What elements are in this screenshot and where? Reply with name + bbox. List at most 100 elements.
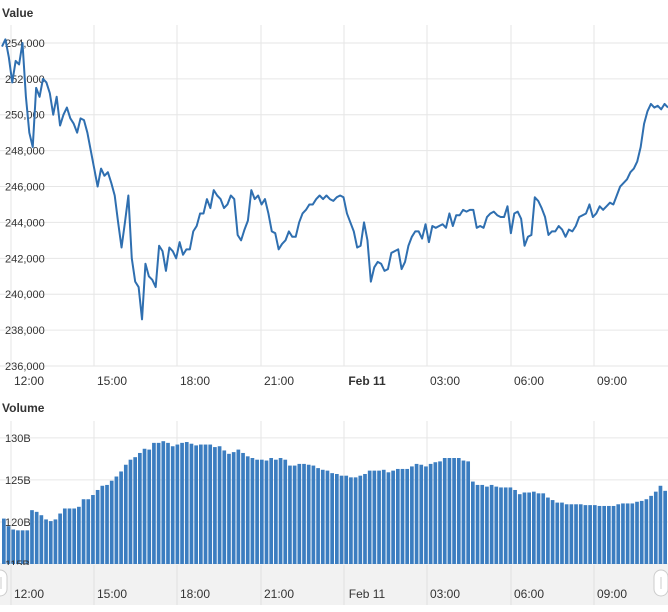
value-x-tick-label: 21:00 (264, 374, 294, 388)
volume-bar (611, 505, 616, 564)
volume-bar (546, 497, 550, 564)
volume-bar (297, 463, 302, 564)
volume-bar (377, 470, 381, 564)
volume-bar (231, 452, 236, 564)
volume-bar (349, 477, 353, 564)
volume-y-tick-label: 130B (5, 433, 31, 445)
volume-bar (461, 460, 466, 564)
value-y-tick-label: 242,000 (5, 253, 45, 265)
volume-bar (6, 526, 11, 564)
volume-bar (320, 469, 325, 564)
volume-bar (189, 443, 194, 564)
volume-bar (630, 503, 635, 564)
volume-bar (11, 529, 16, 564)
volume-bar (527, 492, 531, 564)
volume-bar (649, 495, 653, 564)
volume-bar (292, 465, 297, 564)
volume-bar (663, 490, 667, 564)
navigator-handle-left[interactable] (0, 569, 8, 597)
volume-y-tick-label: 120B (5, 517, 31, 529)
navigator-x-tick-label: 03:00 (430, 587, 460, 601)
value-x-axis: 12:00 15:00 18:00 21:00 Feb 11 03:00 06:00 09:0… (14, 374, 627, 388)
value-y-tick-label: 244,000 (5, 217, 45, 229)
volume-bar (419, 464, 424, 564)
volume-bar (513, 489, 517, 564)
value-y-tick-label: 246,000 (5, 182, 45, 194)
volume-bar (170, 446, 175, 564)
volume-bar (119, 471, 123, 564)
volume-bar (325, 470, 330, 564)
volume-bar (555, 502, 560, 564)
volume-bar (311, 465, 316, 564)
volume-bar (241, 452, 245, 564)
volume-bar (442, 458, 447, 564)
volume-bar (644, 499, 649, 564)
navigator-x-tick-label: 12:00 (14, 587, 44, 601)
volume-bar (105, 484, 109, 564)
volume-bar (95, 489, 100, 564)
volume-bar (269, 458, 274, 564)
volume-bar (198, 444, 203, 564)
volume-bar (386, 472, 391, 564)
volume-bar (302, 463, 306, 564)
volume-bar (114, 476, 119, 564)
volume-bar (335, 473, 339, 564)
value-y-tick-label: 248,000 (5, 146, 45, 158)
value-x-tick-label: 15:00 (97, 374, 127, 388)
volume-bar (208, 444, 213, 564)
volume-bar (574, 504, 578, 564)
volume-bar (499, 487, 503, 564)
navigator-handle-right[interactable] (653, 569, 668, 597)
volume-bar (213, 447, 217, 564)
volume-bar (569, 504, 574, 564)
volume-bar (133, 457, 138, 564)
value-x-tick-label: 18:00 (180, 374, 210, 388)
volume-bar (400, 468, 405, 564)
volume-bar (428, 463, 433, 564)
volume-bar (625, 503, 630, 564)
volume-bar (597, 505, 602, 564)
volume-bar (306, 464, 311, 564)
value-y-tick-label: 250,000 (5, 110, 45, 122)
navigator-x-axis: 12:00 15:00 18:00 21:00 Feb 11 03:00 06:00 09:0… (10, 565, 627, 605)
volume-bar (583, 505, 588, 564)
volume-bar (222, 450, 227, 564)
volume-bar (424, 466, 428, 564)
volume-bar (621, 503, 625, 564)
volume-bar (166, 442, 170, 564)
volume-bar (588, 505, 592, 564)
volume-bar (274, 459, 278, 564)
volume-bar (175, 444, 180, 564)
volume-bar (152, 442, 156, 564)
volume-bar (194, 445, 198, 564)
navigator-x-tick-label: 21:00 (264, 587, 294, 601)
volume-bar (489, 484, 494, 564)
navigator[interactable]: 12:00 15:00 18:00 21:00 Feb 11 03:00 06:00 09:0… (0, 565, 668, 605)
volume-bar (607, 505, 611, 564)
volume-bar (471, 481, 475, 564)
volume-bar (452, 458, 456, 564)
volume-bar (602, 505, 607, 564)
volume-bar (541, 493, 546, 564)
volume-bar (456, 458, 461, 564)
volume-bar (410, 466, 414, 564)
volume-bar (109, 480, 114, 564)
volume-bar (161, 441, 166, 564)
value-x-tick-label: 12:00 (14, 374, 44, 388)
volume-bar (62, 508, 67, 564)
volume-bar (72, 508, 77, 564)
volume-bar (255, 459, 259, 564)
volume-bar (358, 475, 363, 564)
volume-bar (353, 477, 358, 564)
volume-bar (438, 461, 442, 564)
volume-bar (550, 500, 555, 564)
volume-bar (635, 501, 639, 564)
volume-bar (283, 459, 288, 564)
volume-bar (245, 456, 250, 564)
volume-bar (156, 442, 161, 564)
volume-bar (264, 460, 269, 564)
volume-bar (536, 493, 541, 564)
navigator-x-tick-label: 06:00 (514, 587, 544, 601)
volume-bar (67, 508, 72, 564)
